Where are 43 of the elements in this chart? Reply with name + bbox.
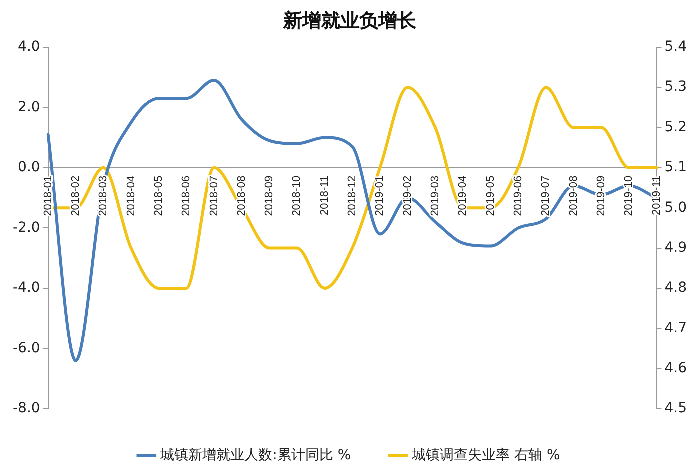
y2-tick-label: 4.5 (664, 400, 687, 417)
x-tick-label: 2019-04 (457, 176, 470, 216)
x-tick-label: 2019-07 (540, 176, 552, 216)
x-tick-label: 2018-01 (42, 176, 54, 216)
y2-tick-label: 4.8 (664, 280, 687, 296)
x-tick-label: 2019-10 (623, 176, 636, 216)
x-tick-label: 2018-11 (318, 176, 331, 216)
y-tick-label: 2.0 (18, 99, 40, 116)
y2-tick-label: 4.9 (664, 240, 687, 256)
y2-tick-label: 4.7 (664, 320, 687, 336)
x-tick-label: 2018-08 (236, 176, 248, 216)
y-tick-label: -2.0 (12, 220, 40, 236)
y2-tick-label: 5.4 (664, 39, 688, 56)
y2-tick-label: 5.3 (664, 79, 687, 96)
legend-label: 城镇调查失业率 右轴 % (411, 448, 560, 464)
x-tick-label: 2019-11 (650, 176, 663, 216)
x-tick-label: 2018-12 (346, 176, 359, 216)
x-tick-label: 2018-09 (264, 176, 276, 216)
chart-title: 新增就业负增长 (282, 9, 418, 34)
y2-tick-label: 5.2 (664, 119, 687, 136)
x-tick-label: 2019-03 (430, 176, 442, 216)
x-tick-label: 2018-07 (208, 176, 220, 216)
y-tick-label: -8.0 (12, 400, 40, 417)
y-tick-label: 4.0 (18, 39, 40, 56)
y2-tick-label: 5.1 (664, 160, 687, 176)
x-tick-label: 2019-06 (512, 176, 524, 216)
x-tick-label: 2018-10 (291, 176, 304, 216)
y2-tick-label: 4.6 (664, 360, 688, 376)
y-tick-label: -6.0 (12, 340, 40, 356)
y2-tick-label: 5.0 (664, 200, 687, 216)
y-tick-label: 0.0 (18, 160, 40, 176)
x-tick-label: 2019-05 (484, 176, 497, 216)
x-tick-label: 2019-08 (568, 176, 580, 216)
x-tick-label: 2019-02 (402, 176, 414, 216)
legend-label: 城镇新增就业人数:累计同比 % (160, 448, 352, 464)
x-tick-label: 2019-01 (374, 176, 386, 216)
x-tick-label: 2018-02 (70, 176, 82, 216)
y-tick-label: -4.0 (12, 280, 40, 296)
x-tick-label: 2018-03 (98, 176, 110, 216)
x-tick-label: 2018-06 (180, 176, 193, 216)
x-tick-label: 2018-05 (152, 176, 165, 216)
x-tick-label: 2018-04 (125, 176, 138, 216)
x-tick-label: 2019-09 (595, 176, 608, 216)
